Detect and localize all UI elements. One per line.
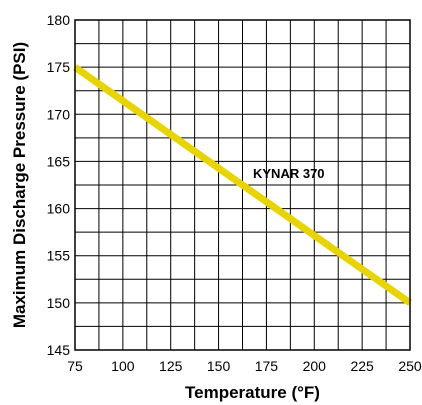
x-tick-label: 175: [255, 358, 279, 374]
y-tick-label: 175: [47, 59, 71, 75]
y-tick-labels: 145 150 155 160 165 170 175 180: [47, 12, 71, 358]
series-label: KYNAR 370: [253, 166, 325, 181]
y-tick-label: 160: [47, 201, 71, 217]
x-tick-label: 250: [398, 358, 422, 374]
x-tick-label: 100: [111, 358, 135, 374]
plot-frame: [74, 19, 411, 351]
y-axis-title: Maximum Discharge Pressure (PSI): [10, 42, 29, 328]
x-tick-label: 225: [350, 358, 374, 374]
x-tick-label: 200: [303, 358, 327, 374]
x-axis-title: Temperature (°F): [185, 383, 320, 402]
y-tick-label: 155: [47, 248, 71, 264]
y-tick-label: 170: [47, 106, 71, 122]
y-tick-label: 150: [47, 295, 71, 311]
x-tick-label: 75: [67, 358, 83, 374]
y-tick-label: 165: [47, 153, 71, 169]
x-tick-label: 125: [159, 358, 183, 374]
y-tick-label: 145: [47, 342, 71, 358]
y-tick-label: 180: [47, 12, 71, 28]
series-line: [72, 64, 413, 306]
series-layer: [72, 64, 413, 306]
x-tick-label: 150: [207, 358, 231, 374]
grid: [74, 19, 411, 351]
x-tick-labels: 75 100 125 150 175 200 225 250: [67, 358, 422, 374]
